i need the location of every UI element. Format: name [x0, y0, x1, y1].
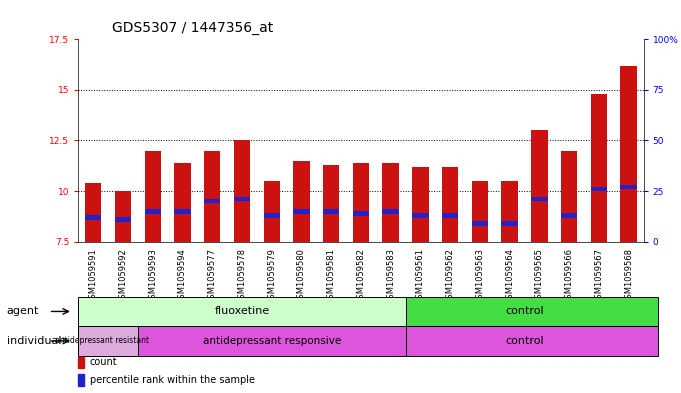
Bar [144, 151, 161, 242]
Bar [383, 209, 399, 213]
Bar [78, 326, 138, 356]
Bar [85, 215, 101, 220]
Bar [561, 151, 577, 242]
Bar [531, 197, 548, 202]
Bar [174, 163, 191, 242]
Text: control: control [505, 336, 544, 346]
Bar [78, 356, 84, 368]
Bar [144, 209, 161, 213]
Bar [204, 199, 221, 204]
Bar [204, 151, 221, 242]
Bar [442, 213, 458, 218]
Bar [353, 211, 369, 216]
Text: percentile rank within the sample: percentile rank within the sample [90, 375, 255, 385]
Bar [472, 181, 488, 242]
Bar [264, 181, 280, 242]
Bar [442, 167, 458, 242]
Bar [620, 66, 637, 242]
Text: antidepressant resistant: antidepressant resistant [55, 336, 149, 345]
Bar [138, 326, 406, 356]
Text: count: count [90, 357, 118, 367]
Bar [590, 94, 607, 242]
Bar [501, 181, 518, 242]
Bar [406, 326, 659, 356]
Bar [115, 191, 131, 242]
Bar [323, 165, 339, 242]
Bar [412, 167, 428, 242]
Text: control: control [505, 307, 544, 316]
Bar [620, 185, 637, 189]
Bar [590, 187, 607, 191]
Bar [353, 163, 369, 242]
Text: fluoxetine: fluoxetine [215, 307, 270, 316]
Bar [85, 183, 101, 242]
Text: GDS5307 / 1447356_at: GDS5307 / 1447356_at [112, 21, 274, 35]
Bar [78, 374, 84, 386]
Bar [412, 213, 428, 218]
Text: antidepressant responsive: antidepressant responsive [202, 336, 340, 346]
Bar [234, 197, 250, 202]
Bar [78, 297, 406, 326]
Bar [115, 217, 131, 222]
Bar [383, 163, 399, 242]
Bar [294, 161, 310, 242]
Bar [174, 209, 191, 213]
Bar [323, 209, 339, 213]
Text: individual: individual [7, 336, 61, 346]
Bar [531, 130, 548, 242]
Bar [561, 213, 577, 218]
Bar [234, 140, 250, 242]
Bar [264, 213, 280, 218]
Bar [406, 297, 659, 326]
Bar [501, 221, 518, 226]
Text: agent: agent [7, 307, 39, 316]
Bar [294, 209, 310, 213]
Bar [472, 221, 488, 226]
